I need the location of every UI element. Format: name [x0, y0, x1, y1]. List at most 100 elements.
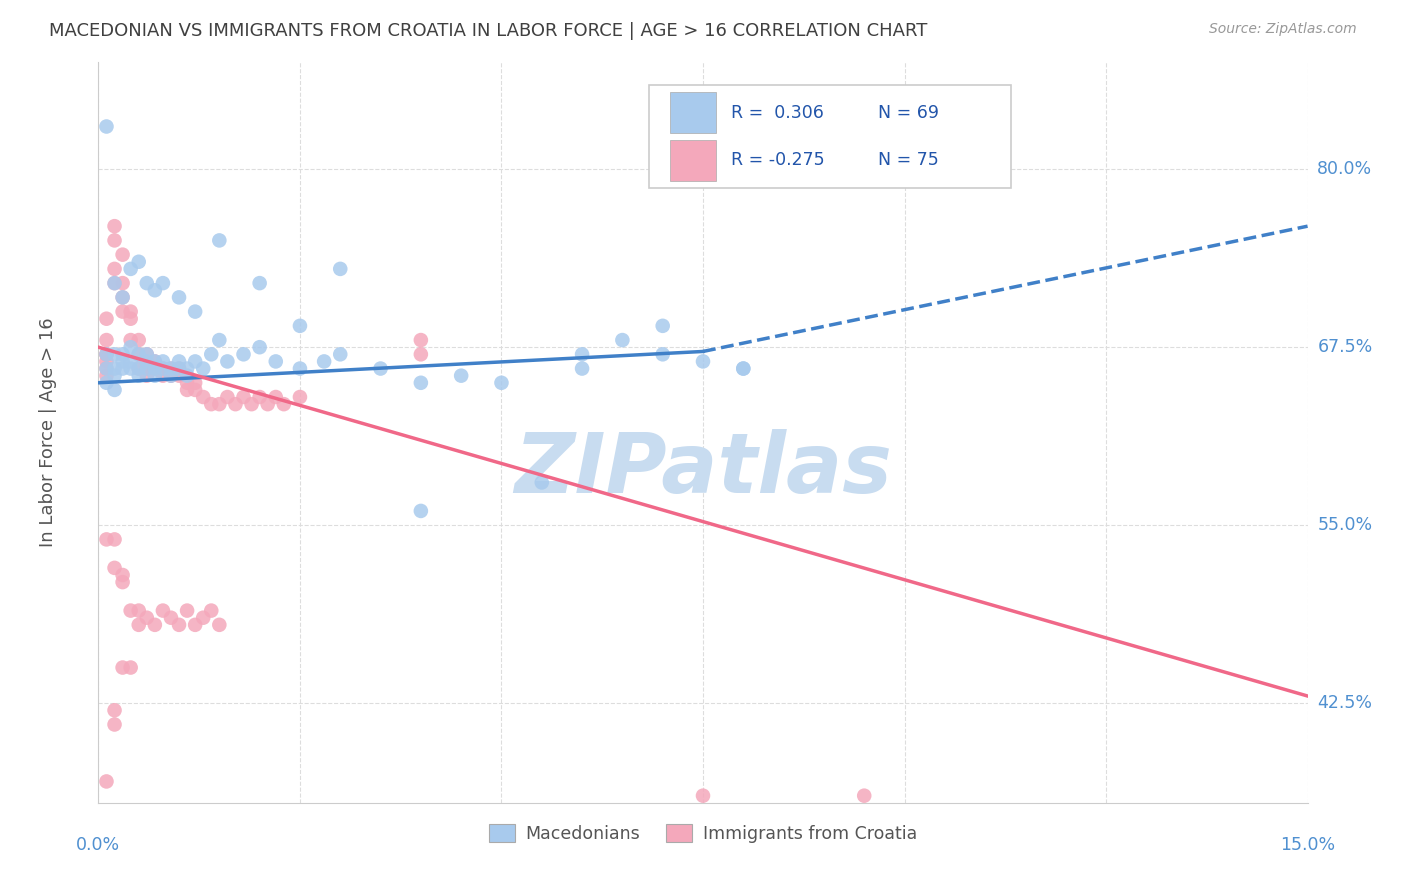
Point — [176, 604, 198, 618]
Point — [96, 347, 118, 361]
Point — [96, 533, 118, 547]
Point — [103, 219, 125, 234]
Point — [193, 610, 215, 624]
Point — [692, 789, 714, 803]
Point — [103, 276, 125, 290]
Point — [217, 390, 239, 404]
Point — [103, 717, 125, 731]
Point — [143, 361, 166, 376]
Point — [167, 361, 190, 376]
Point — [288, 318, 311, 333]
Point — [96, 354, 118, 368]
Point — [128, 347, 150, 361]
Point — [651, 347, 673, 361]
Point — [128, 361, 150, 376]
Point — [103, 261, 125, 276]
Point — [152, 276, 174, 290]
Point — [249, 340, 271, 354]
Point — [96, 361, 118, 376]
Point — [571, 361, 593, 376]
Point — [103, 234, 125, 248]
Point — [208, 234, 231, 248]
Point — [103, 368, 125, 383]
Point — [120, 604, 142, 618]
Point — [128, 333, 150, 347]
Point — [160, 361, 183, 376]
Point — [450, 368, 472, 383]
Point — [111, 347, 134, 361]
Point — [128, 347, 150, 361]
Point — [111, 290, 134, 304]
Point — [120, 354, 142, 368]
Point — [111, 290, 134, 304]
Point — [264, 354, 287, 368]
Point — [329, 347, 352, 361]
Text: ZIPatlas: ZIPatlas — [515, 429, 891, 510]
Point — [120, 361, 142, 376]
Point — [128, 368, 150, 383]
Point — [152, 604, 174, 618]
Point — [651, 318, 673, 333]
Point — [96, 120, 118, 134]
Point — [96, 368, 118, 383]
Point — [184, 304, 207, 318]
Point — [143, 617, 166, 632]
Text: N = 75: N = 75 — [879, 152, 939, 169]
Point — [733, 361, 755, 376]
Text: N = 69: N = 69 — [879, 103, 939, 121]
Point — [249, 276, 271, 290]
Point — [193, 390, 215, 404]
Point — [143, 368, 166, 383]
Point — [200, 397, 222, 411]
Point — [167, 354, 190, 368]
Point — [288, 390, 311, 404]
Point — [128, 361, 150, 376]
Point — [135, 361, 157, 376]
Point — [120, 333, 142, 347]
Point — [167, 368, 190, 383]
Text: 0.0%: 0.0% — [76, 836, 121, 855]
Text: 80.0%: 80.0% — [1317, 161, 1372, 178]
Text: R =  0.306: R = 0.306 — [731, 103, 824, 121]
Point — [135, 347, 157, 361]
Point — [256, 397, 278, 411]
Point — [200, 347, 222, 361]
Point — [208, 617, 231, 632]
Point — [184, 617, 207, 632]
Point — [160, 368, 183, 383]
Point — [160, 610, 183, 624]
Point — [491, 376, 513, 390]
Point — [224, 397, 246, 411]
Point — [143, 354, 166, 368]
Point — [128, 617, 150, 632]
Point — [733, 361, 755, 376]
Point — [409, 376, 432, 390]
Point — [167, 361, 190, 376]
Point — [103, 561, 125, 575]
Text: 42.5%: 42.5% — [1317, 694, 1372, 712]
Point — [103, 703, 125, 717]
Point — [120, 261, 142, 276]
Point — [135, 354, 157, 368]
Point — [111, 247, 134, 261]
Point — [217, 354, 239, 368]
FancyBboxPatch shape — [648, 85, 1011, 188]
Point — [111, 304, 134, 318]
Point — [208, 397, 231, 411]
Point — [208, 333, 231, 347]
Text: 55.0%: 55.0% — [1317, 516, 1372, 534]
Point — [143, 361, 166, 376]
Point — [232, 390, 254, 404]
Point — [120, 311, 142, 326]
Point — [152, 368, 174, 383]
Point — [152, 354, 174, 368]
Point — [692, 354, 714, 368]
Point — [143, 354, 166, 368]
Point — [853, 789, 876, 803]
Point — [96, 361, 118, 376]
Legend: Macedonians, Immigrants from Croatia: Macedonians, Immigrants from Croatia — [482, 817, 924, 850]
Point — [409, 347, 432, 361]
Point — [111, 361, 134, 376]
Point — [103, 347, 125, 361]
Text: MACEDONIAN VS IMMIGRANTS FROM CROATIA IN LABOR FORCE | AGE > 16 CORRELATION CHAR: MACEDONIAN VS IMMIGRANTS FROM CROATIA IN… — [49, 22, 928, 40]
